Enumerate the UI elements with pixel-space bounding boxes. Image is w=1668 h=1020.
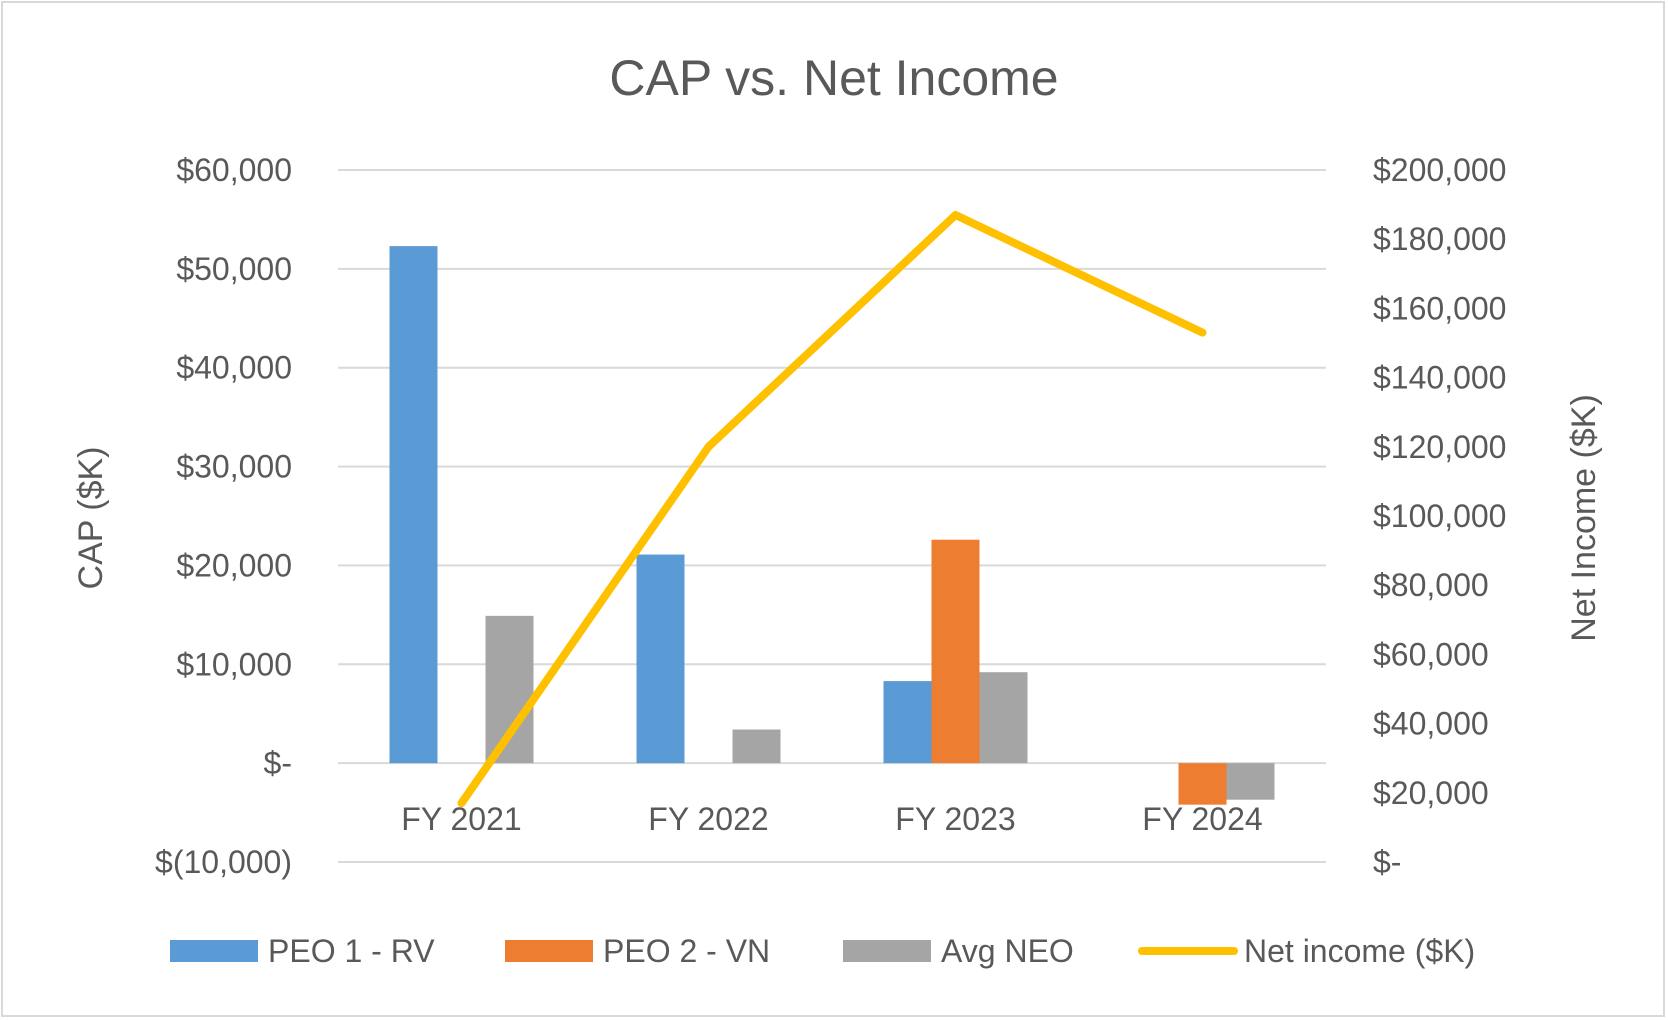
legend-swatch: [843, 940, 931, 962]
bar-peo-2-vn: [931, 539, 980, 764]
right-tick-label: $180,000: [1373, 221, 1506, 257]
bar-avg-neo: [979, 672, 1028, 764]
category-label: FY 2022: [648, 801, 768, 837]
left-tick-label: $60,000: [176, 152, 292, 188]
category-label: FY 2023: [895, 801, 1015, 837]
left-tick-label: $-: [264, 745, 292, 781]
left-tick-label: $40,000: [176, 350, 292, 386]
line-series: [457, 210, 1207, 808]
left-axis-title: CAP ($K): [72, 447, 110, 590]
right-tick-label: $-: [1373, 844, 1401, 880]
chart-title: CAP vs. Net Income: [609, 50, 1058, 106]
legend-label: PEO 1 - RV: [268, 933, 435, 969]
right-tick-label: $120,000: [1373, 429, 1506, 465]
right-tick-label: $140,000: [1373, 360, 1506, 396]
right-tick-label: $60,000: [1373, 636, 1489, 672]
right-tick-label: $200,000: [1373, 152, 1506, 188]
bar-avg-neo: [1226, 763, 1275, 800]
legend-label: Avg NEO: [941, 933, 1074, 969]
right-tick-label: $40,000: [1373, 706, 1489, 742]
legend-swatch: [170, 940, 258, 962]
net-income-line: [457, 210, 1207, 808]
category-label: FY 2021: [401, 801, 521, 837]
legend-label: PEO 2 - VN: [603, 933, 770, 969]
category-label: FY 2024: [1142, 801, 1262, 837]
bar-peo-1-rv: [636, 554, 685, 764]
left-tick-label: $30,000: [176, 449, 292, 485]
left-axis-tick-labels: $60,000 $50,000 $40,000 $30,000 $20,000 $10,0…: [155, 152, 292, 880]
category-labels: FY 2021 FY 2022 FY 2023 FY 2024: [401, 801, 1262, 837]
right-tick-label: $80,000: [1373, 567, 1489, 603]
right-tick-label: $20,000: [1373, 775, 1489, 811]
right-axis-tick-labels: $200,000 $180,000 $160,000 $140,000 $120,000…: [1373, 152, 1506, 880]
legend-label: Net income ($K): [1244, 933, 1475, 969]
right-tick-label: $100,000: [1373, 498, 1506, 534]
bar-series: [389, 246, 1275, 805]
left-tick-label: $10,000: [176, 646, 292, 682]
bar-peo-1-rv: [883, 681, 932, 764]
left-tick-label: $(10,000): [155, 844, 292, 880]
left-tick-label: $20,000: [176, 547, 292, 583]
left-tick-label: $50,000: [176, 251, 292, 287]
gridlines: [338, 169, 1326, 863]
bar-avg-neo: [732, 729, 781, 764]
bar-peo-2-vn: [1178, 763, 1227, 805]
right-tick-label: $160,000: [1373, 290, 1506, 326]
right-axis-title: Net Income ($K): [1565, 394, 1603, 642]
legend: PEO 1 - RV PEO 2 - VN Avg NEO Net income ($…: [170, 933, 1475, 969]
bar-peo-1-rv: [389, 246, 438, 764]
bar-avg-neo: [485, 615, 534, 764]
legend-swatch: [505, 940, 593, 962]
